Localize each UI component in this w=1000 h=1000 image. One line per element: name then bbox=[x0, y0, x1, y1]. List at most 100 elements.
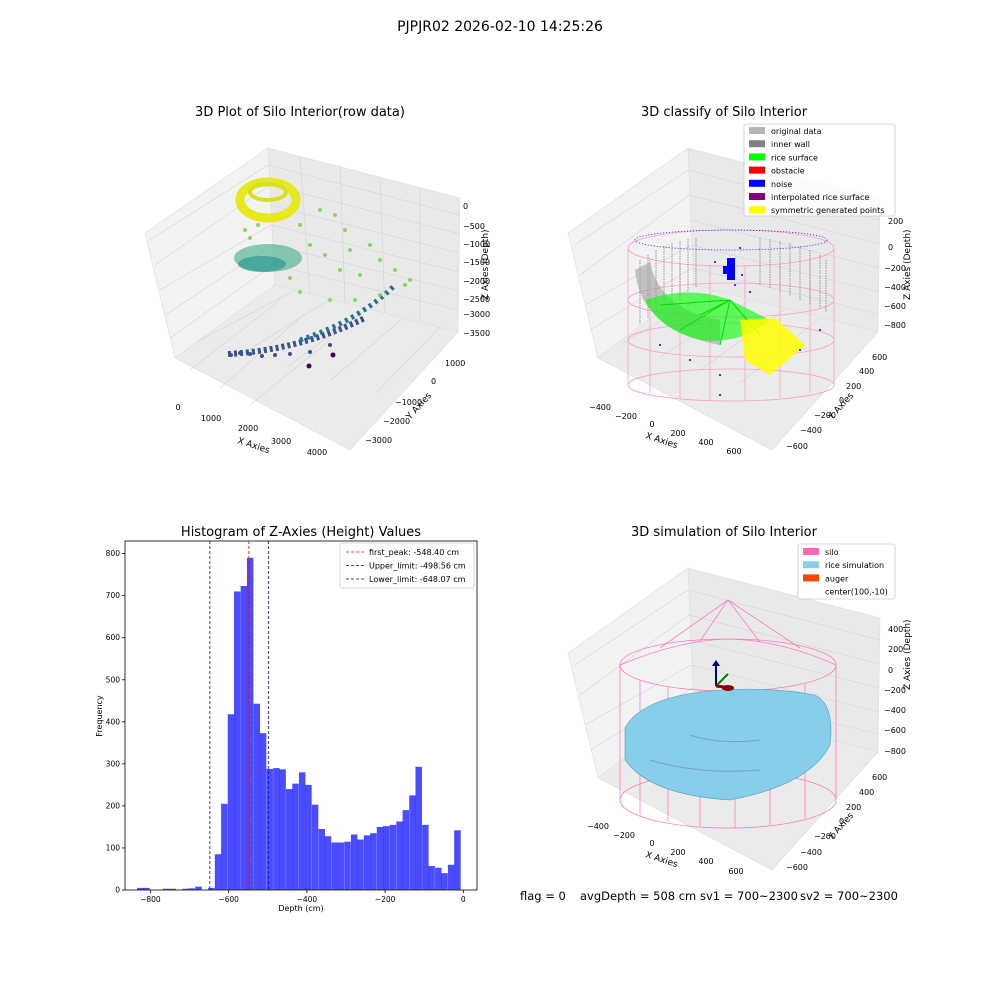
svg-text:−600: −600 bbox=[786, 442, 808, 451]
y-axis-ticks: 0 100 200 300 400 500 600 700 800 bbox=[106, 549, 125, 895]
svg-text:200: 200 bbox=[846, 382, 861, 391]
panel-raw-title: 3D Plot of Silo Interior(row data) bbox=[195, 105, 405, 120]
histogram-bar bbox=[396, 821, 403, 890]
classify-legend: original data inner wall rice surface obsta… bbox=[743, 123, 896, 217]
svg-text:−400: −400 bbox=[587, 822, 609, 831]
histogram-bar bbox=[195, 886, 202, 890]
symmetric-points bbox=[740, 318, 805, 375]
svg-text:600: 600 bbox=[872, 353, 887, 362]
histogram-bar bbox=[383, 826, 390, 890]
svg-text:400: 400 bbox=[859, 367, 874, 376]
svg-text:−1500: −1500 bbox=[463, 258, 490, 267]
inner-wall-points bbox=[639, 238, 827, 325]
histogram-bars bbox=[137, 557, 461, 890]
noise-points bbox=[659, 247, 821, 396]
y-tick-label: 400 bbox=[106, 717, 121, 726]
histogram-bar bbox=[435, 867, 442, 890]
histogram-bar bbox=[221, 803, 228, 890]
y-axis-ticks: 1000 0 −1000 −2000 −3000 bbox=[365, 359, 465, 445]
legend-entry-label: Upper_limit: -498.56 cm bbox=[369, 562, 466, 571]
svg-text:600: 600 bbox=[872, 773, 887, 782]
histogram-bar bbox=[169, 888, 176, 890]
histogram-bar bbox=[305, 784, 312, 890]
y-tick-label: 0 bbox=[115, 886, 120, 895]
svg-text:0: 0 bbox=[888, 243, 893, 252]
legend-swatch bbox=[749, 153, 765, 161]
svg-text:−600: −600 bbox=[884, 726, 906, 735]
legend-entry-label: original data bbox=[771, 127, 822, 136]
histogram-bar bbox=[454, 830, 461, 890]
x-axis-ticks: 0 1000 2000 3000 4000 bbox=[175, 403, 327, 457]
histogram-bar bbox=[370, 833, 377, 890]
svg-text:−400: −400 bbox=[884, 706, 906, 715]
histogram-legend: first_peak: -548.40 cm Upper_limit: -498.… bbox=[339, 542, 475, 589]
histogram-bar bbox=[279, 769, 286, 890]
y-tick-label: 700 bbox=[106, 591, 121, 600]
legend-entry-label: interpolated rice surface bbox=[771, 193, 869, 202]
legend-entry-label: symmetric generated points bbox=[771, 206, 884, 215]
figure-suptitle: PJPJR02 2026-02-10 14:25:26 bbox=[397, 19, 603, 35]
svg-text:0: 0 bbox=[839, 817, 844, 826]
cluster-teal bbox=[238, 256, 286, 272]
x-axis-label: Depth (cm) bbox=[278, 904, 323, 913]
histogram-vlines bbox=[209, 541, 269, 890]
histogram-bar bbox=[182, 888, 189, 890]
svg-text:400: 400 bbox=[698, 857, 713, 866]
rice-surface-points bbox=[645, 292, 770, 341]
svg-text:−2000: −2000 bbox=[383, 417, 410, 426]
panel-classify-3d: 3D classify of Silo Interior bbox=[567, 105, 913, 456]
histogram-bar bbox=[344, 841, 351, 890]
legend-swatch bbox=[749, 140, 765, 148]
y-tick-label: 500 bbox=[106, 675, 121, 684]
x-tick-label: −600 bbox=[218, 895, 239, 904]
z-axis-ticks: 400 200 0 −200 −400 −600 −800 bbox=[884, 625, 906, 756]
z-axis-label: Z Axies (Depth) bbox=[903, 619, 913, 690]
svg-text:−1000: −1000 bbox=[395, 398, 422, 407]
x-tick-label: −200 bbox=[375, 895, 396, 904]
legend-entry-label: auger bbox=[825, 574, 849, 583]
svg-text:−2500: −2500 bbox=[463, 295, 490, 304]
legend-swatch bbox=[749, 206, 765, 214]
scatter-points-deep bbox=[229, 343, 332, 358]
legend-entry-label: Lower_limit: -648.07 cm bbox=[369, 575, 466, 584]
histogram-bar bbox=[214, 854, 222, 890]
svg-text:−400: −400 bbox=[884, 283, 906, 292]
y-axis-label: Y Axies bbox=[826, 811, 856, 843]
svg-text:400: 400 bbox=[859, 788, 874, 797]
svg-text:−200: −200 bbox=[613, 831, 635, 840]
svg-text:−400: −400 bbox=[589, 403, 611, 412]
svg-text:0: 0 bbox=[839, 396, 844, 405]
legend-entry-label: center(100,-10) bbox=[825, 588, 888, 597]
panel-simulation-3d: 3D simulation of Silo Interior bbox=[520, 525, 913, 903]
histogram-bar bbox=[240, 585, 248, 890]
svg-text:−800: −800 bbox=[884, 747, 906, 756]
scatter-points bbox=[243, 208, 412, 302]
legend-swatch bbox=[749, 193, 765, 200]
histogram-bar bbox=[208, 887, 215, 890]
svg-text:4000: 4000 bbox=[307, 448, 327, 457]
panel-histogram: Histogram of Z-Axies (Height) Values −80… bbox=[95, 525, 478, 913]
y-tick-label: 600 bbox=[106, 633, 121, 642]
svg-text:−600: −600 bbox=[786, 863, 808, 872]
histogram-bar bbox=[286, 789, 293, 890]
legend-entry-label: noise bbox=[771, 180, 792, 189]
histogram-bar bbox=[298, 772, 306, 890]
legend-swatch bbox=[803, 548, 819, 555]
svg-text:−800: −800 bbox=[884, 321, 906, 330]
svg-text:400: 400 bbox=[698, 438, 713, 447]
z-axis-label: Z Axies (Depth) bbox=[903, 229, 913, 300]
histogram-bar bbox=[357, 839, 364, 890]
svg-text:400: 400 bbox=[888, 625, 903, 634]
legend-swatch bbox=[749, 179, 765, 187]
svg-text:−3000: −3000 bbox=[463, 310, 490, 319]
legend-swatch bbox=[803, 561, 819, 569]
svg-text:−1000: −1000 bbox=[463, 240, 490, 249]
arc-teal bbox=[299, 283, 397, 343]
x-axis-ticks: −800 −600 −400 −200 0 bbox=[140, 890, 466, 904]
simulation-legend: silo rice simulation auger center(100,-10) bbox=[797, 543, 896, 600]
histogram-bar bbox=[246, 557, 254, 890]
y-tick-label: 300 bbox=[106, 759, 121, 768]
legend-entry-label: silo bbox=[825, 548, 839, 557]
svg-text:−200: −200 bbox=[814, 411, 836, 420]
histogram-bar bbox=[389, 824, 397, 890]
